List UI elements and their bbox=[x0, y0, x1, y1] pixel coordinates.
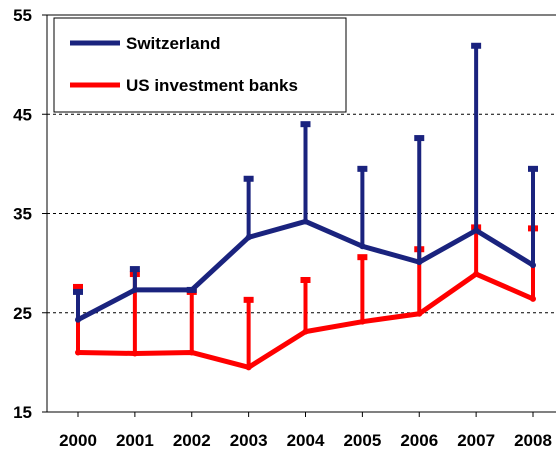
data-point-us-investment-banks-2002 bbox=[188, 349, 195, 356]
range-cap-switzerland-2008 bbox=[528, 165, 538, 172]
range-cap-us-investment-banks-2004 bbox=[300, 276, 311, 283]
series-switzerland bbox=[73, 42, 538, 323]
range-cap-us-investment-banks-2003 bbox=[243, 296, 254, 303]
range-cap-us-investment-banks-2005 bbox=[357, 254, 368, 261]
x-tick-label-2003: 2003 bbox=[230, 431, 268, 450]
data-point-us-investment-banks-2000 bbox=[75, 349, 81, 356]
data-point-switzerland-2007 bbox=[473, 227, 480, 234]
y-tick-label-15: 15 bbox=[13, 403, 32, 422]
data-point-switzerland-2004 bbox=[302, 218, 309, 225]
data-point-us-investment-banks-2005 bbox=[359, 318, 366, 325]
data-point-us-investment-banks-2003 bbox=[245, 364, 252, 371]
series-us-investment-banks bbox=[73, 224, 538, 371]
data-point-switzerland-2000 bbox=[75, 316, 81, 323]
x-tick-label-2001: 2001 bbox=[116, 431, 154, 450]
data-point-us-investment-banks-2007 bbox=[473, 271, 480, 278]
y-tick-label-45: 45 bbox=[13, 105, 32, 124]
range-cap-switzerland-2005 bbox=[357, 165, 368, 172]
y-tick-label-55: 55 bbox=[13, 6, 32, 25]
range-cap-switzerland-2006 bbox=[414, 135, 425, 142]
x-tick-label-2007: 2007 bbox=[457, 431, 495, 450]
legend-box bbox=[53, 17, 347, 113]
data-point-switzerland-2001 bbox=[131, 286, 138, 293]
y-tick-label-25: 25 bbox=[13, 304, 32, 323]
data-point-us-investment-banks-2001 bbox=[131, 350, 138, 357]
y-tick-label-35: 35 bbox=[13, 205, 32, 224]
x-tick-label-2005: 2005 bbox=[343, 431, 381, 450]
x-tick-label-2000: 2000 bbox=[59, 431, 97, 450]
range-cap-switzerland-2000 bbox=[73, 288, 83, 295]
x-tick-label-2008: 2008 bbox=[514, 431, 552, 450]
data-point-switzerland-2003 bbox=[245, 234, 252, 241]
range-cap-switzerland-2007 bbox=[471, 42, 482, 49]
legend-label-us-investment-banks: US investment banks bbox=[126, 76, 298, 95]
range-cap-us-investment-banks-2000 bbox=[73, 283, 83, 290]
gridlines bbox=[47, 113, 556, 314]
data-point-us-investment-banks-2008 bbox=[530, 295, 536, 302]
x-tick-label-2002: 2002 bbox=[173, 431, 211, 450]
series-layer bbox=[73, 42, 538, 371]
data-point-us-investment-banks-2004 bbox=[302, 328, 309, 335]
axes: 15 25 35 45 55 2000 2001 2002 2003 2004 2005 2006 20… bbox=[13, 6, 556, 450]
x-tick-label-2006: 2006 bbox=[400, 431, 438, 450]
range-cap-switzerland-2004 bbox=[300, 121, 311, 128]
data-point-switzerland-2005 bbox=[359, 243, 366, 250]
range-cap-switzerland-2001 bbox=[129, 266, 140, 273]
x-tick-label-2004: 2004 bbox=[287, 431, 325, 450]
data-point-switzerland-2002 bbox=[188, 286, 195, 293]
data-point-switzerland-2006 bbox=[416, 259, 423, 266]
legend: Switzerland US investment banks bbox=[53, 17, 347, 113]
data-point-us-investment-banks-2006 bbox=[416, 310, 423, 317]
range-cap-switzerland-2003 bbox=[243, 175, 254, 182]
data-point-switzerland-2008 bbox=[530, 262, 536, 269]
legend-label-switzerland: Switzerland bbox=[126, 34, 220, 53]
